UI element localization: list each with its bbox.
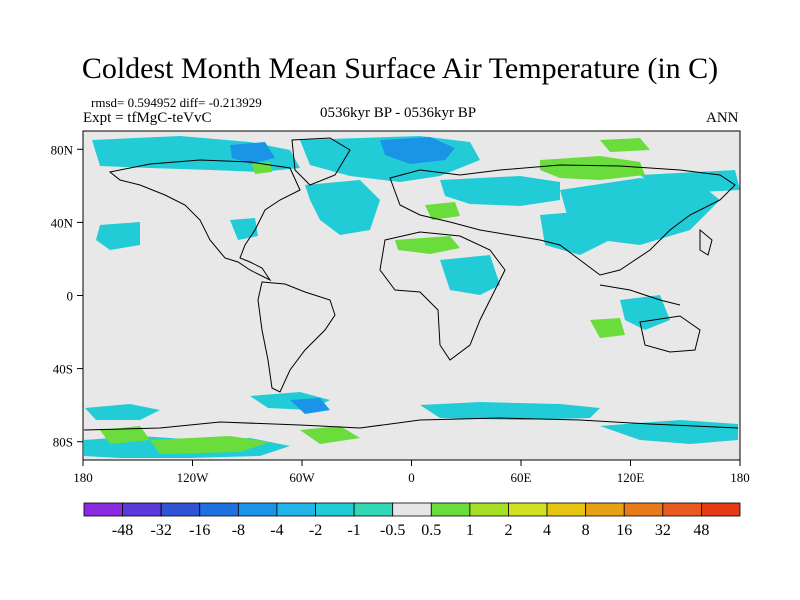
colorbar-label: -8 bbox=[232, 522, 245, 539]
x-tick-label: 60E bbox=[511, 470, 532, 485]
x-tick-label: 180 bbox=[73, 470, 93, 485]
anomaly-patches-positive bbox=[100, 138, 650, 454]
colorbar-swatch bbox=[623, 502, 664, 517]
x-tick-label: 120W bbox=[177, 470, 210, 485]
colorbar-label: 48 bbox=[693, 522, 709, 539]
page-title: Coldest Month Mean Surface Air Temperatu… bbox=[81, 52, 719, 85]
colorbar-label: 0.5 bbox=[421, 522, 441, 539]
x-tick-label: 60W bbox=[289, 470, 315, 485]
stats-text: rmsd= 0.594952 diff= -0.213929 bbox=[91, 95, 262, 110]
y-tick-label: 80S bbox=[53, 435, 73, 450]
colorbar-label: 16 bbox=[616, 522, 632, 539]
colorbar-label: 8 bbox=[582, 522, 590, 539]
colorbar-swatch bbox=[276, 502, 316, 517]
colorbar-label: -32 bbox=[151, 522, 172, 539]
season-label: ANN bbox=[706, 110, 739, 126]
colorbar-label: -4 bbox=[270, 522, 283, 539]
x-tick-label: 0 bbox=[408, 470, 415, 485]
colorbar-swatch bbox=[160, 502, 201, 517]
colorbar-label: 32 bbox=[655, 522, 671, 539]
period-label: 0536kyr BP - 0536kyr BP bbox=[320, 105, 477, 121]
y-tick-label: 80N bbox=[51, 142, 74, 157]
experiment-label: Expt = tfMgC-teVvC bbox=[83, 110, 212, 126]
colorbar-label: -2 bbox=[309, 522, 322, 539]
colorbar-swatch bbox=[315, 502, 355, 517]
colorbar-label: -0.5 bbox=[380, 522, 405, 539]
colorbar-label: 4 bbox=[543, 522, 551, 539]
colorbar-label: 2 bbox=[504, 522, 512, 539]
colorbar-swatch bbox=[199, 502, 239, 517]
colorbar-swatch bbox=[353, 502, 394, 517]
colorbar-swatch bbox=[83, 502, 123, 517]
colorbar-swatch bbox=[469, 502, 509, 517]
colorbar-swatch bbox=[508, 502, 548, 517]
colorbar-swatch bbox=[585, 502, 625, 517]
colorbar: -48 -32 -16 -8 -4 -2 -1 -0.5 0.5 1 2 4 8 16 32 48 bbox=[83, 502, 741, 539]
x-tick-label: 120E bbox=[617, 470, 645, 485]
colorbar-swatch bbox=[237, 502, 278, 517]
axis-ticks: 180 120W 60W 0 60E 120E 180 80N 40N 0 40S 80S bbox=[51, 142, 750, 485]
y-tick-label: 0 bbox=[67, 289, 74, 304]
colorbar-swatch bbox=[701, 502, 741, 517]
colorbar-swatch bbox=[122, 502, 162, 517]
colorbar-swatch bbox=[546, 502, 587, 517]
colorbar-label: 1 bbox=[466, 522, 474, 539]
colorbar-swatch bbox=[662, 502, 702, 517]
colorbar-label: -16 bbox=[189, 522, 210, 539]
y-tick-label: 40N bbox=[51, 215, 74, 230]
anomaly-patches-strong-negative bbox=[230, 137, 455, 414]
colorbar-swatch bbox=[430, 502, 471, 517]
colorbar-swatch bbox=[392, 502, 432, 517]
y-tick-label: 40S bbox=[53, 362, 73, 377]
colorbar-label: -48 bbox=[112, 522, 133, 539]
colorbar-label: -1 bbox=[347, 522, 360, 539]
coastlines bbox=[83, 137, 739, 431]
x-tick-label: 180 bbox=[730, 470, 750, 485]
